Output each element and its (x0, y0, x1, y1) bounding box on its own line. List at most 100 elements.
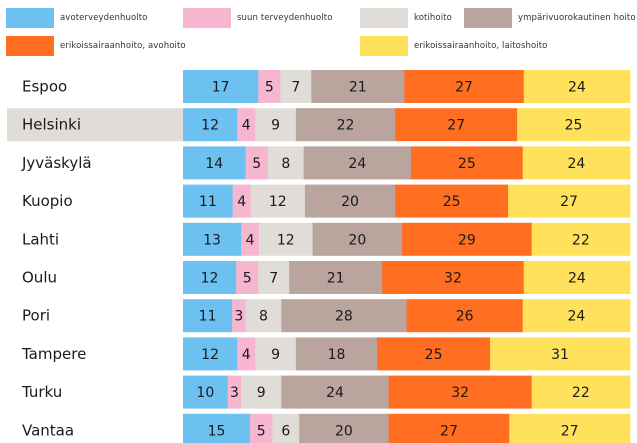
data-label: 25 (425, 347, 443, 363)
bar-segment (281, 299, 407, 333)
bar-row: Tampere 12 4 9 18 25 31 (21, 337, 631, 371)
data-label: 9 (271, 118, 280, 134)
bar-segment (183, 146, 246, 180)
data-label: 4 (246, 232, 255, 248)
legend-item-ymparivuorokautinen-hoito: ympärivuorokautinen hoito (464, 8, 636, 28)
bar-segment (237, 337, 256, 371)
bar-segment (272, 413, 300, 443)
bar-segment (406, 299, 524, 333)
data-label: 12 (277, 232, 295, 248)
bar-segment (267, 146, 305, 180)
bar-row: Espoo 17 5 7 21 27 24 (22, 70, 631, 103)
category-label: Tampere (21, 345, 86, 363)
bar-segment (232, 184, 252, 218)
bar-row: Turku 10 3 9 24 32 22 (21, 375, 631, 409)
legend-item-erikoissairaanhoito-avohoito: erikoissairaanhoito, avohoito (6, 36, 186, 56)
legend-swatch (360, 8, 408, 28)
bar-row: Pori 11 3 8 28 26 24 (22, 299, 631, 333)
category-label: Helsinki (22, 116, 81, 134)
data-label: 13 (203, 232, 221, 248)
legend-label: avoterveydenhuolto (60, 13, 148, 23)
data-label: 21 (327, 271, 345, 287)
data-label: 5 (265, 80, 274, 96)
data-label: 25 (458, 156, 476, 172)
bar-segment (517, 108, 631, 142)
data-label: 22 (572, 385, 590, 401)
bar-segment (183, 184, 234, 218)
legend-swatch (360, 36, 408, 56)
bar-row: Lahti 13 4 12 20 29 22 (22, 222, 631, 256)
data-label: 15 (208, 423, 226, 439)
data-label: 5 (257, 423, 266, 439)
data-label: 25 (443, 194, 461, 210)
bar-segment (404, 70, 525, 103)
bar-segment (388, 375, 533, 409)
bar-segment (183, 261, 237, 294)
data-label: 25 (565, 118, 583, 134)
data-label: 3 (230, 385, 239, 401)
data-label: 20 (348, 232, 366, 248)
bar-segment (523, 70, 631, 103)
bar-segment (245, 299, 282, 333)
legend-label: kotihoito (414, 13, 452, 23)
bar-segment (250, 413, 273, 443)
bar-segment (299, 413, 390, 443)
data-label: 4 (237, 194, 246, 210)
data-label: 21 (349, 80, 367, 96)
data-label: 27 (447, 118, 465, 134)
legend-item-kotihoito: kotihoito (360, 8, 452, 28)
bar-segment (395, 184, 509, 218)
bar-segment (183, 337, 238, 371)
data-label: 8 (259, 309, 268, 325)
bar-row: Vantaa 15 5 6 20 27 27 (22, 413, 631, 443)
data-label: 5 (243, 271, 252, 287)
data-label: 22 (572, 232, 590, 248)
data-label: 5 (252, 156, 261, 172)
bar-row: Kuopio 11 4 12 20 25 27 (22, 184, 631, 218)
data-label: 24 (567, 156, 585, 172)
bar-segment (377, 337, 491, 371)
bar-segment (531, 222, 631, 256)
data-label: 32 (451, 385, 469, 401)
category-label: Pori (22, 307, 50, 325)
bar-segment (241, 222, 260, 256)
category-label: Turku (21, 383, 62, 401)
data-label: 29 (458, 232, 476, 248)
legend-swatch (464, 8, 512, 28)
bar-segment (304, 184, 396, 218)
bar-segment (522, 146, 631, 180)
category-label: Lahti (22, 230, 59, 248)
bar-segment (183, 375, 229, 409)
bar-segment (280, 70, 312, 103)
bar-segment (183, 70, 259, 103)
bar-segment (237, 108, 256, 142)
category-label: Kuopio (22, 192, 73, 210)
bar-segment (236, 261, 259, 294)
bar-segment (410, 146, 524, 180)
bar-segment (531, 375, 631, 409)
legend-label: erikoissairaanhoito, laitoshoito (414, 41, 548, 51)
legend-swatch (6, 36, 54, 56)
bar-segment (388, 413, 510, 443)
bar-segment (183, 299, 233, 333)
legend-item-suun-terveydenhuolto: suun terveydenhuolto (183, 8, 333, 28)
data-label: 24 (568, 271, 586, 287)
data-label: 3 (234, 309, 243, 325)
legend: avoterveydenhuolto suun terveydenhuolto … (0, 0, 637, 64)
bar-segment (490, 337, 631, 371)
data-label: 28 (335, 309, 353, 325)
data-label: 10 (196, 385, 214, 401)
bar-segment (295, 337, 378, 371)
bar-segment (232, 299, 246, 333)
bar-segment (183, 108, 238, 142)
data-label: 27 (440, 423, 458, 439)
bar-segment (303, 146, 412, 180)
data-label: 24 (567, 309, 585, 325)
bar-row: Helsinki 12 4 9 22 27 25 (7, 108, 631, 142)
bar-segment (281, 375, 390, 409)
category-label: Espoo (22, 78, 67, 96)
data-label: 9 (257, 385, 266, 401)
data-label: 12 (201, 347, 219, 363)
bar-segment (241, 375, 282, 409)
